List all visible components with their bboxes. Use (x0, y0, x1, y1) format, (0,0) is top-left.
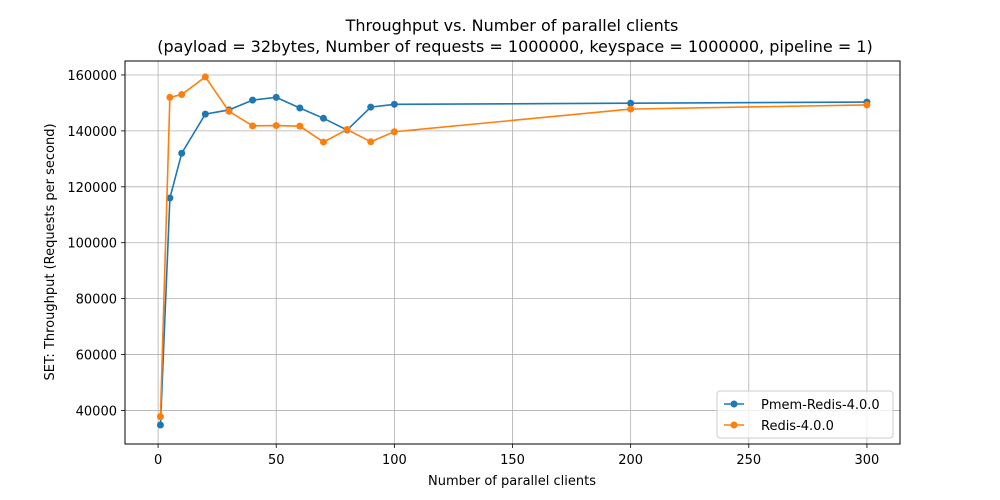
data-point (249, 96, 257, 104)
data-point (166, 93, 174, 101)
y-tick-label: 120000 (67, 181, 117, 196)
data-point (390, 128, 398, 136)
chart-title: Throughput vs. Number of parallel client… (345, 16, 679, 35)
legend-marker-pmem (730, 400, 738, 408)
data-point (319, 138, 327, 146)
chart-subtitle: (payload = 32bytes, Number of requests =… (157, 37, 873, 56)
legend-marker-redis (730, 421, 738, 429)
data-point (627, 99, 635, 107)
y-tick-label: 40000 (76, 404, 117, 419)
y-tick-label: 80000 (76, 293, 117, 308)
data-point (166, 194, 174, 202)
x-tick-label: 250 (736, 453, 761, 468)
legend: Pmem-Redis-4.0.0 Redis-4.0.0 (716, 390, 894, 439)
series-lines (156, 73, 871, 429)
data-point (156, 413, 164, 421)
data-point (249, 122, 257, 130)
legend-label-redis: Redis-4.0.0 (761, 419, 834, 434)
y-axis-ticks: 40000 60000 80000 100000 120000 140000 160000 (67, 69, 125, 419)
x-tick-label: 200 (618, 453, 643, 468)
legend-box (716, 390, 894, 439)
y-tick-label: 160000 (67, 69, 117, 84)
y-axis-label: SET: Throughput (Requests per second) (43, 123, 58, 380)
data-point (225, 107, 233, 115)
y-tick-label: 60000 (76, 349, 117, 364)
x-axis-label: Number of parallel clients (428, 474, 596, 489)
data-point (156, 421, 164, 429)
data-point (296, 122, 304, 130)
data-point (367, 138, 375, 146)
data-point (627, 105, 635, 113)
legend-label-pmem: Pmem-Redis-4.0.0 (761, 398, 880, 413)
x-tick-label: 150 (500, 453, 525, 468)
x-tick-label: 100 (382, 453, 407, 468)
data-point (178, 91, 186, 99)
x-tick-label: 50 (268, 453, 285, 468)
data-point (178, 149, 186, 157)
series-line-1 (159, 75, 867, 417)
data-point (390, 100, 398, 108)
series-line-0 (159, 96, 867, 426)
x-tick-label: 0 (154, 453, 162, 468)
data-point (319, 114, 327, 122)
data-point (201, 110, 209, 118)
data-point (272, 122, 280, 130)
data-point (201, 73, 209, 81)
grid-lines (125, 61, 900, 444)
y-tick-label: 100000 (67, 237, 117, 252)
data-point (367, 103, 375, 111)
data-point (863, 101, 871, 109)
data-point (272, 93, 280, 101)
data-point (343, 125, 351, 133)
y-tick-label: 140000 (67, 125, 117, 140)
data-point (296, 104, 304, 112)
x-tick-label: 300 (855, 453, 880, 468)
x-axis-ticks: 0 50 100 150 200 250 300 (154, 444, 879, 468)
